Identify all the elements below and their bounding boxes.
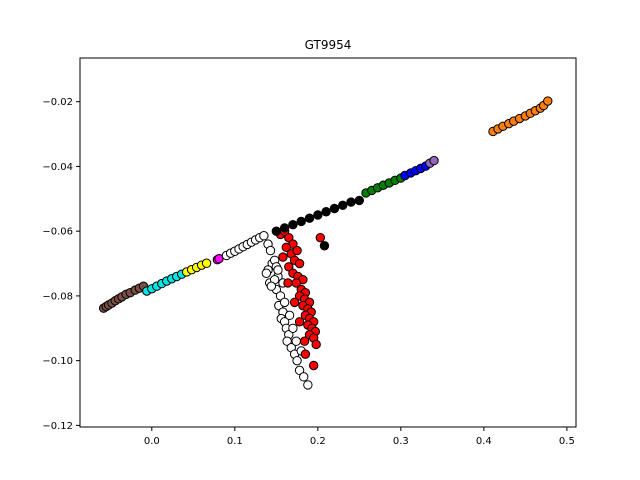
series-group (221, 231, 313, 390)
scatter-point (292, 245, 302, 256)
plot-area (80, 58, 576, 427)
scatter-point (315, 232, 326, 243)
scatter-point (266, 281, 277, 291)
scatter-point (261, 268, 272, 278)
series-group (271, 195, 365, 251)
series-group (142, 269, 187, 296)
x-tick-label: 0.3 (393, 436, 409, 447)
scatter-point (201, 258, 212, 268)
scatter-point (289, 297, 300, 308)
scatter-point (279, 223, 290, 233)
scatter-point (271, 226, 282, 236)
scatter-point (294, 365, 305, 376)
scatter-point (278, 252, 288, 262)
scatter-point (300, 349, 311, 359)
plot-frame (79, 57, 577, 428)
y-tick-label: −0.08 (42, 291, 73, 302)
scatter-point (429, 155, 439, 166)
x-tick-label: 0.5 (559, 436, 575, 447)
scatter-point (283, 278, 293, 288)
scatter-point (338, 200, 348, 210)
scatter-point (273, 265, 283, 275)
scatter-point (303, 380, 313, 390)
series-group (400, 161, 431, 181)
scatter-point (319, 241, 330, 251)
scatter-point (294, 258, 305, 269)
scatter-point (284, 310, 295, 321)
y-tick-label: −0.06 (42, 227, 73, 238)
series-group (212, 253, 224, 265)
y-tick-label: −0.12 (42, 421, 73, 432)
scatter-point (313, 210, 323, 220)
scatter-point (288, 220, 298, 230)
x-tick-label: 0.4 (476, 436, 492, 447)
scatter-point (543, 96, 553, 106)
scatter-point (292, 355, 302, 366)
scatter-point (265, 245, 276, 256)
scatter-point (329, 203, 340, 214)
y-axis: −0.12 −0.10 −0.08 −0.06 −0.04 −0.02 (42, 97, 80, 432)
plot-background (80, 58, 576, 427)
scatter-point (296, 216, 306, 227)
scatter-point (321, 207, 331, 217)
x-axis: 0.0 0.1 0.2 0.3 0.4 0.5 (144, 427, 575, 447)
scatter-point (281, 242, 291, 253)
scatter-point (346, 197, 356, 207)
series-group (425, 155, 439, 168)
data-points (98, 96, 553, 390)
chart-title: GT9954 (305, 38, 352, 52)
x-tick-label: 0.2 (310, 436, 326, 447)
series-group (488, 96, 553, 137)
scatter-point (304, 213, 315, 223)
scatter-point (311, 339, 321, 350)
scatter-point (354, 195, 365, 206)
scatter-point (291, 336, 301, 346)
scatter-point (299, 372, 309, 382)
scatter-point (284, 262, 294, 272)
series-group (181, 258, 212, 277)
y-tick-label: −0.02 (42, 97, 73, 108)
y-tick-label: −0.10 (42, 356, 73, 367)
x-tick-label: 0.1 (227, 436, 243, 447)
x-tick-label: 0.0 (144, 436, 160, 447)
scatter-point (284, 232, 294, 243)
series-group (98, 281, 149, 313)
scatter-point (308, 360, 319, 371)
scatter-point (294, 317, 305, 327)
scatter-point (259, 231, 269, 241)
scatter-point (299, 336, 310, 346)
scatter-point (282, 336, 292, 346)
y-tick-label: −0.04 (42, 162, 73, 173)
scatter-point (288, 323, 298, 333)
scatter-point (279, 297, 290, 308)
scatter-point (275, 291, 286, 301)
